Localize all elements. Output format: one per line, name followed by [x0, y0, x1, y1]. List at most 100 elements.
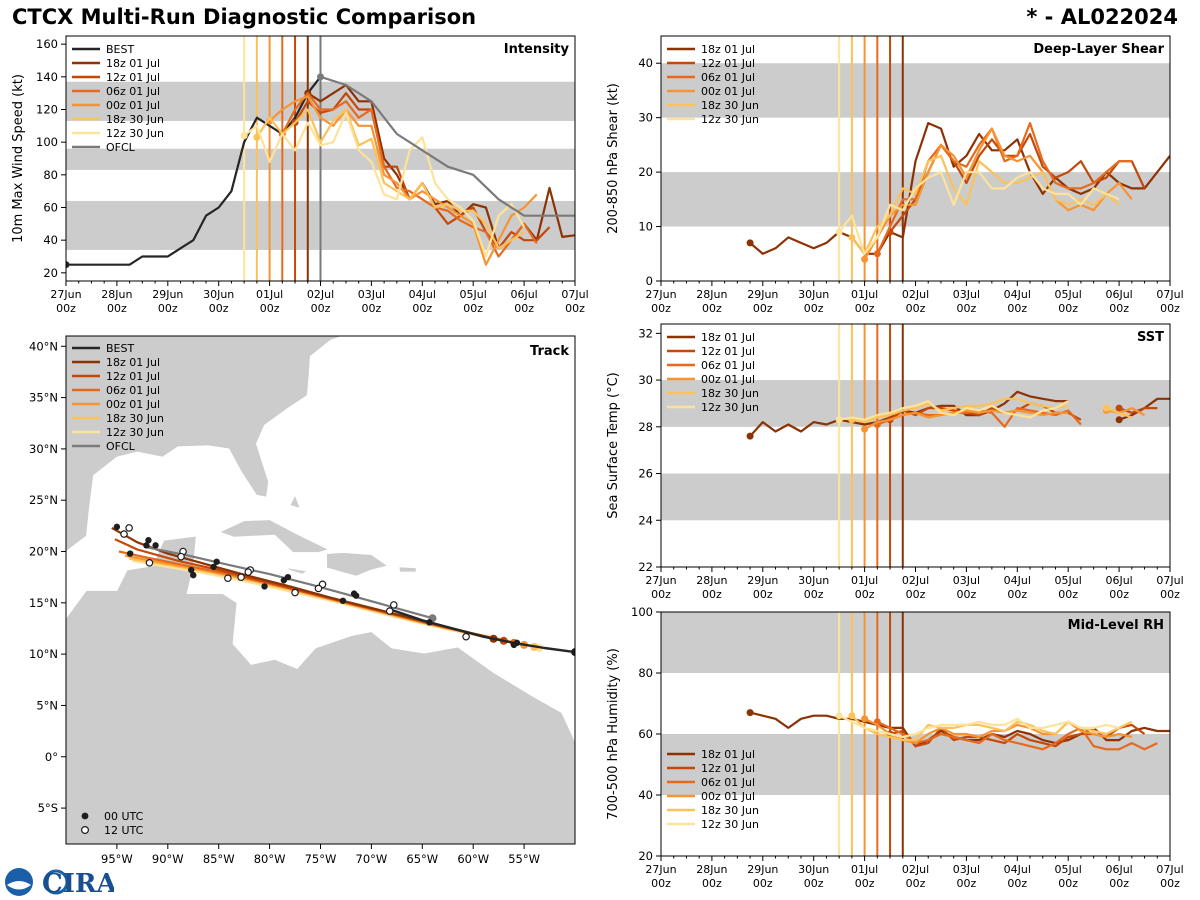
- shaded-band: [661, 63, 1170, 118]
- series-start-point: [1115, 416, 1123, 424]
- legend-label: 06z 01 Jul: [106, 85, 160, 98]
- x-tick-sublabel: 00z: [957, 877, 977, 890]
- x-tick-sublabel: 00z: [702, 877, 722, 890]
- x-tick-label: 06Jul: [1105, 863, 1132, 876]
- legend-label: 00z 01 Jul: [106, 398, 160, 411]
- x-tick-sublabel: 00z: [1058, 588, 1078, 601]
- x-tick-sublabel: 00z: [1109, 877, 1129, 890]
- track-point-00utc: [350, 590, 358, 597]
- series-group: [746, 324, 1170, 567]
- y-axis-label: Sea Surface Temp (°C): [606, 372, 621, 519]
- y-tick-label: 25°N: [29, 493, 58, 507]
- shaded-band: [661, 380, 1170, 427]
- x-tick-sublabel: 00z: [56, 302, 76, 315]
- y-tick-label: 22: [638, 560, 653, 574]
- x-tick-label: 04Jul: [1004, 863, 1031, 876]
- shaded-band: [661, 473, 1170, 521]
- legend-label: 12z 01 Jul: [701, 345, 755, 358]
- y-tick-label: 100: [631, 605, 653, 619]
- legend-label: 18z 30 Jun: [701, 387, 759, 400]
- legend-label: 06z 01 Jul: [701, 776, 755, 789]
- x-tick-sublabel: 00z: [1007, 877, 1027, 890]
- legend-label: 06z 01 Jul: [701, 359, 755, 372]
- x-tick-sublabel: 00z: [855, 302, 875, 315]
- x-tick-label: 29Jun: [152, 288, 183, 301]
- x-tick-sublabel: 00z: [957, 302, 977, 315]
- land-polygon: [398, 566, 417, 573]
- y-tick-label: 20°N: [29, 545, 58, 559]
- x-tick-label: 80°W: [254, 852, 286, 866]
- y-tick-label: 5°S: [38, 801, 58, 815]
- track-point-12utc: [224, 574, 232, 582]
- map-group: [66, 336, 575, 844]
- land-polygon: [285, 567, 309, 575]
- x-tick-sublabel: 00z: [1058, 302, 1078, 315]
- x-tick-label: 07Jul: [1156, 863, 1183, 876]
- series-line: [243, 111, 526, 258]
- x-tick-label: 07Jul: [1156, 574, 1183, 587]
- track-point-00utc: [261, 583, 268, 590]
- marker-legend-label: 00 UTC: [104, 810, 144, 823]
- x-tick-label: 27Jun: [50, 288, 81, 301]
- series-start-point: [861, 255, 869, 263]
- y-tick-label: 20: [43, 266, 58, 280]
- track-point-12utc: [385, 607, 394, 615]
- x-tick-sublabel: 00z: [906, 302, 926, 315]
- legend-label: BEST: [106, 342, 134, 355]
- series-start-point: [240, 132, 248, 140]
- panel-sst: 27Jun00z28Jun00z29Jun00z30Jun00z01Jul00z…: [606, 323, 1184, 601]
- series-line: [851, 154, 1120, 255]
- track-point-12utc: [177, 552, 185, 561]
- series-start-point: [317, 73, 324, 81]
- series-line: [851, 397, 1069, 424]
- series-start-point: [835, 228, 843, 236]
- series-line: [320, 75, 575, 217]
- track-point-12utc: [244, 568, 253, 576]
- panel-rh: 27Jun00z28Jun00z29Jun00z30Jun00z01Jul00z…: [606, 605, 1184, 890]
- x-tick-sublabel: 00z: [906, 877, 926, 890]
- series-line: [268, 95, 538, 266]
- x-tick-sublabel: 00z: [906, 588, 926, 601]
- x-tick-sublabel: 00z: [260, 302, 280, 315]
- y-tick-label: 24: [638, 513, 653, 527]
- x-tick-label: 29Jun: [747, 863, 778, 876]
- y-tick-label: 10°N: [29, 647, 58, 661]
- legend-label: OFCL: [106, 141, 136, 154]
- legend-label: 00z 01 Jul: [701, 373, 755, 386]
- x-tick-sublabel: 00z: [362, 302, 382, 315]
- x-tick-sublabel: 00z: [311, 302, 331, 315]
- x-tick-sublabel: 00z: [1007, 302, 1027, 315]
- x-tick-label: 03Jul: [358, 288, 385, 301]
- x-tick-label: 05Jul: [1055, 863, 1082, 876]
- y-tick-label: 20: [638, 165, 653, 179]
- track-point-12utc: [389, 601, 398, 609]
- legend-label: 18z 01 Jul: [701, 43, 755, 56]
- y-tick-label: 20: [638, 849, 653, 863]
- x-tick-label: 55°W: [508, 852, 540, 866]
- track-point-12utc: [120, 530, 128, 538]
- y-axis-label: 10m Max Wind Speed (kt): [11, 74, 26, 243]
- x-tick-label: 06Jul: [1105, 574, 1132, 587]
- x-tick-sublabel: 00z: [702, 588, 722, 601]
- legend-label: 12z 30 Jun: [106, 127, 164, 140]
- panel-intensity: 27Jun00z28Jun00z29Jun00z30Jun00z01Jul00z…: [11, 35, 589, 315]
- legend-label: 18z 01 Jul: [106, 57, 160, 70]
- x-tick-label: 70°W: [356, 852, 388, 866]
- x-tick-label: 01Jul: [256, 288, 283, 301]
- y-tick-label: 30: [638, 373, 653, 387]
- cira-globe-icon: [43, 869, 69, 895]
- y-tick-label: 120: [36, 103, 58, 117]
- x-tick-sublabel: 00z: [565, 302, 585, 315]
- legend-label: 18z 30 Jun: [701, 804, 759, 817]
- y-tick-label: 32: [638, 326, 653, 340]
- storm-id-title: * - AL022024: [1026, 5, 1178, 29]
- legend-label: 06z 01 Jul: [701, 71, 755, 84]
- track-point-12utc: [291, 588, 299, 597]
- series-line: [863, 127, 1133, 260]
- y-tick-label: 26: [638, 467, 653, 481]
- y-tick-label: 80: [43, 168, 58, 182]
- y-tick-label: 5°N: [36, 698, 58, 712]
- series-line: [876, 720, 1158, 751]
- track-point-00utc: [188, 566, 195, 574]
- y-tick-label: 100: [36, 135, 58, 149]
